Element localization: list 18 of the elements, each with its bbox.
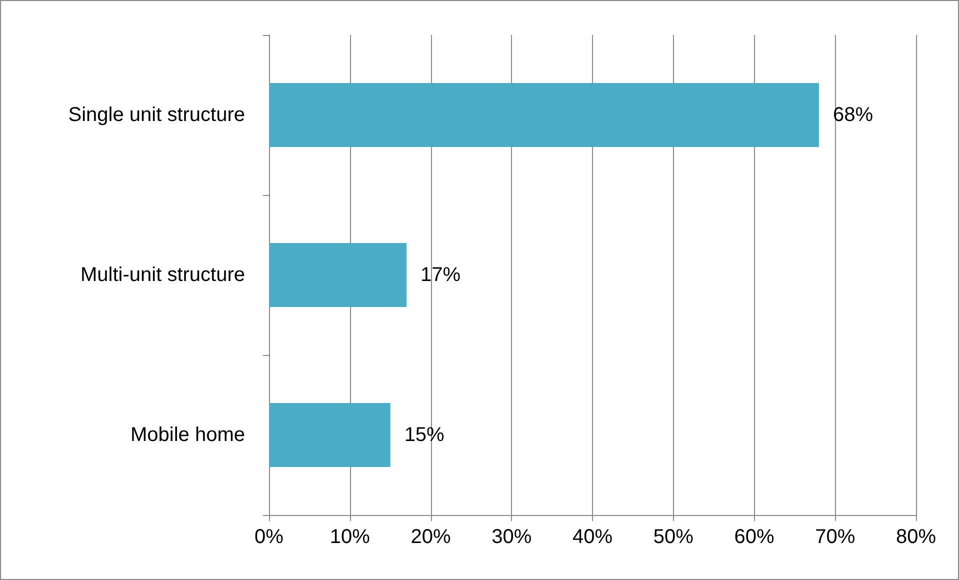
x-tick-label: 30% xyxy=(492,526,532,548)
x-tick-label: 70% xyxy=(815,526,856,548)
bar xyxy=(269,403,390,467)
y-tick-label: Mobile home xyxy=(130,424,245,446)
data-label: 68% xyxy=(832,104,874,126)
y-tick-label: Single unit structure xyxy=(68,104,245,126)
data-label: 15% xyxy=(404,424,445,446)
x-tick-label: 60% xyxy=(734,526,774,548)
x-tick-label: 80% xyxy=(896,526,936,548)
x-tick-label: 10% xyxy=(330,526,370,548)
y-tick-label: Multi-unit structure xyxy=(80,264,245,286)
x-tick-label: 50% xyxy=(653,526,694,548)
bar xyxy=(269,83,819,147)
bar xyxy=(269,243,406,307)
x-tick-label: 20% xyxy=(410,526,451,548)
x-tick-label: 40% xyxy=(572,526,613,548)
x-tick-label: 0% xyxy=(254,526,284,548)
data-label: 17% xyxy=(420,264,461,286)
